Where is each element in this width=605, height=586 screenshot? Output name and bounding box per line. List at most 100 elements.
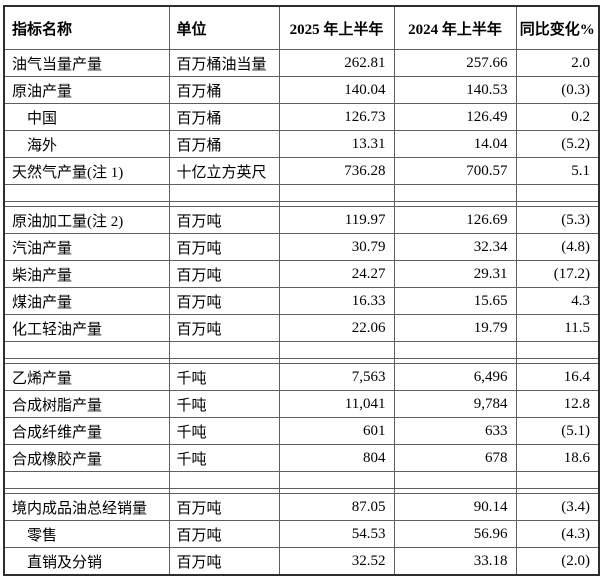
value-2025-cell: 601 [278,417,395,445]
yoy-change-cell: (3.4) [515,493,600,521]
table-row: 原油产量 百万桶 140.04 140.53 (0.3) [3,76,600,104]
value-2024-cell: 33.18 [393,547,517,576]
operating-data-table: 指标名称 单位 2025 年上半年 2024 年上半年 同比变化% 油气当量产量… [3,5,600,576]
value-2024-cell: 126.69 [393,206,517,234]
empty-cell [3,471,170,489]
yoy-change-cell: 5.1 [515,157,600,185]
yoy-change-cell: 11.5 [515,314,600,342]
table-row: 天然气产量(注 1) 十亿立方英尺 736.28 700.57 5.1 [3,157,600,185]
empty-cell [3,341,170,359]
section-separator-row [3,341,600,359]
indicator-cell: 煤油产量 [3,287,170,315]
header-2024-h1: 2024 年上半年 [393,5,517,50]
header-2025-h1: 2025 年上半年 [278,5,395,50]
section-separator-row [3,184,600,202]
empty-cell [278,184,395,202]
value-2025-cell: 54.53 [278,520,395,548]
value-2024-cell: 9,784 [393,390,517,418]
table-row: 乙烯产量 千吨 7,563 6,496 16.4 [3,363,600,391]
value-2024-cell: 32.34 [393,233,517,261]
value-2025-cell: 7,563 [278,363,395,391]
unit-cell: 十亿立方英尺 [168,157,280,185]
table-row: 中国 百万桶 126.73 126.49 0.2 [3,103,600,131]
value-2025-cell: 30.79 [278,233,395,261]
indicator-cell: 柴油产量 [3,260,170,288]
value-2024-cell: 14.04 [393,130,517,158]
value-2025-cell: 87.05 [278,493,395,521]
table-header-row: 指标名称 单位 2025 年上半年 2024 年上半年 同比变化% [3,5,600,50]
table-row: 化工轻油产量 百万吨 22.06 19.79 11.5 [3,314,600,342]
value-2024-cell: 15.65 [393,287,517,315]
indicator-cell: 原油产量 [3,76,170,104]
value-2024-cell: 126.49 [393,103,517,131]
table-row: 汽油产量 百万吨 30.79 32.34 (4.8) [3,233,600,261]
empty-cell [515,471,600,489]
indicator-cell: 合成树脂产量 [3,390,170,418]
value-2024-cell: 257.66 [393,49,517,77]
table-row: 柴油产量 百万吨 24.27 29.31 (17.2) [3,260,600,288]
yoy-change-cell: 12.8 [515,390,600,418]
empty-cell [393,341,517,359]
indicator-cell: 原油加工量(注 2) [3,206,170,234]
empty-cell [393,471,517,489]
value-2024-cell: 700.57 [393,157,517,185]
indicator-cell: 中国 [3,103,170,131]
value-2024-cell: 678 [393,444,517,472]
empty-cell [168,471,280,489]
indicator-cell: 化工轻油产量 [3,314,170,342]
yoy-change-cell: 18.6 [515,444,600,472]
value-2024-cell: 140.53 [393,76,517,104]
empty-cell [278,341,395,359]
value-2024-cell: 90.14 [393,493,517,521]
empty-cell [515,341,600,359]
value-2025-cell: 13.31 [278,130,395,158]
empty-cell [393,184,517,202]
yoy-change-cell: (0.3) [515,76,600,104]
value-2025-cell: 804 [278,444,395,472]
unit-cell: 百万吨 [168,287,280,315]
unit-cell: 百万桶 [168,76,280,104]
yoy-change-cell: 4.3 [515,287,600,315]
value-2024-cell: 56.96 [393,520,517,548]
unit-cell: 百万桶 [168,103,280,131]
yoy-change-cell: (2.0) [515,547,600,576]
yoy-change-cell: 0.2 [515,103,600,131]
indicator-cell: 合成橡胶产量 [3,444,170,472]
table-row: 海外 百万桶 13.31 14.04 (5.2) [3,130,600,158]
unit-cell: 百万吨 [168,493,280,521]
value-2025-cell: 119.97 [278,206,395,234]
unit-cell: 百万吨 [168,314,280,342]
indicator-cell: 海外 [3,130,170,158]
empty-cell [168,341,280,359]
header-unit: 单位 [168,5,280,50]
value-2025-cell: 24.27 [278,260,395,288]
unit-cell: 百万桶油当量 [168,49,280,77]
table-row: 合成橡胶产量 千吨 804 678 18.6 [3,444,600,472]
table-row: 合成树脂产量 千吨 11,041 9,784 12.8 [3,390,600,418]
unit-cell: 百万吨 [168,547,280,576]
indicator-cell: 零售 [3,520,170,548]
unit-cell: 百万吨 [168,206,280,234]
value-2025-cell: 736.28 [278,157,395,185]
header-yoy-change: 同比变化% [515,5,600,50]
yoy-change-cell: (4.8) [515,233,600,261]
value-2024-cell: 633 [393,417,517,445]
yoy-change-cell: (5.2) [515,130,600,158]
indicator-cell: 乙烯产量 [3,363,170,391]
value-2024-cell: 6,496 [393,363,517,391]
indicator-cell: 直销及分销 [3,547,170,576]
value-2025-cell: 262.81 [278,49,395,77]
table-row: 油气当量产量 百万桶油当量 262.81 257.66 2.0 [3,49,600,77]
table-row: 直销及分销 百万吨 32.52 33.18 (2.0) [3,547,600,576]
table-body: 油气当量产量 百万桶油当量 262.81 257.66 2.0 原油产量 百万桶 140.04… [3,49,600,576]
value-2024-cell: 29.31 [393,260,517,288]
empty-cell [515,184,600,202]
yoy-change-cell: (5.3) [515,206,600,234]
value-2024-cell: 19.79 [393,314,517,342]
indicator-cell: 油气当量产量 [3,49,170,77]
unit-cell: 百万桶 [168,130,280,158]
unit-cell: 百万吨 [168,233,280,261]
indicator-cell: 汽油产量 [3,233,170,261]
yoy-change-cell: (5.1) [515,417,600,445]
